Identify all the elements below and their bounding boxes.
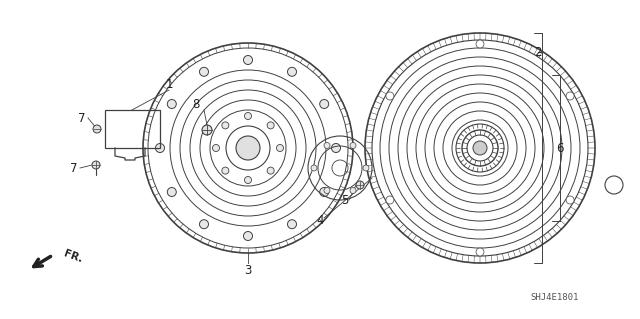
- Circle shape: [287, 67, 296, 76]
- Circle shape: [243, 56, 253, 64]
- Text: 3: 3: [244, 263, 252, 277]
- Circle shape: [350, 188, 356, 194]
- Circle shape: [267, 122, 274, 129]
- Circle shape: [311, 165, 317, 171]
- Text: 2: 2: [534, 46, 541, 58]
- Circle shape: [287, 220, 296, 229]
- Text: FR.: FR.: [62, 248, 84, 264]
- Text: 7: 7: [70, 161, 77, 174]
- Text: 6: 6: [556, 142, 564, 154]
- Text: 8: 8: [192, 98, 200, 110]
- Circle shape: [363, 165, 369, 171]
- Circle shape: [476, 40, 484, 48]
- Circle shape: [332, 144, 340, 152]
- Circle shape: [93, 125, 101, 133]
- Circle shape: [276, 145, 284, 152]
- Circle shape: [243, 232, 253, 241]
- Text: 5: 5: [341, 194, 349, 206]
- Circle shape: [386, 92, 394, 100]
- Circle shape: [244, 176, 252, 183]
- Circle shape: [236, 136, 260, 160]
- Circle shape: [156, 144, 164, 152]
- Circle shape: [324, 143, 330, 148]
- Circle shape: [566, 92, 574, 100]
- Circle shape: [320, 100, 329, 108]
- Circle shape: [473, 141, 487, 155]
- Circle shape: [212, 145, 220, 152]
- Circle shape: [320, 188, 329, 197]
- Text: SHJ4E1801: SHJ4E1801: [531, 293, 579, 302]
- Circle shape: [200, 220, 209, 229]
- Circle shape: [350, 143, 356, 148]
- Text: 4: 4: [316, 213, 324, 226]
- Circle shape: [476, 248, 484, 256]
- Circle shape: [202, 125, 212, 135]
- Circle shape: [167, 100, 176, 108]
- Circle shape: [566, 196, 574, 204]
- Circle shape: [92, 161, 100, 169]
- Circle shape: [222, 167, 229, 174]
- Circle shape: [200, 67, 209, 76]
- Text: 7: 7: [78, 112, 86, 124]
- Circle shape: [356, 181, 364, 189]
- Circle shape: [167, 188, 176, 197]
- Circle shape: [244, 113, 252, 120]
- Circle shape: [324, 188, 330, 194]
- Circle shape: [222, 122, 229, 129]
- Bar: [105, 110, 160, 148]
- Text: 1: 1: [165, 78, 173, 91]
- Circle shape: [267, 167, 274, 174]
- Circle shape: [386, 196, 394, 204]
